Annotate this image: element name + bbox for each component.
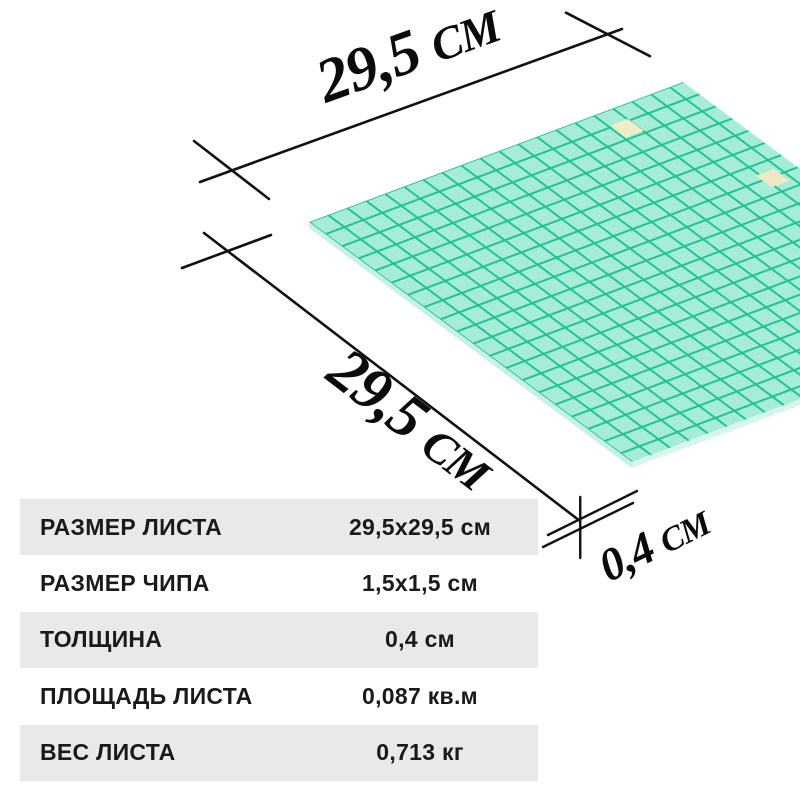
svg-text:29,5 СМ: 29,5 СМ — [315, 335, 509, 506]
svg-text:0,4 СМ: 0,4 СМ — [591, 493, 720, 591]
svg-text:29,5 СМ: 29,5 СМ — [307, 0, 511, 117]
